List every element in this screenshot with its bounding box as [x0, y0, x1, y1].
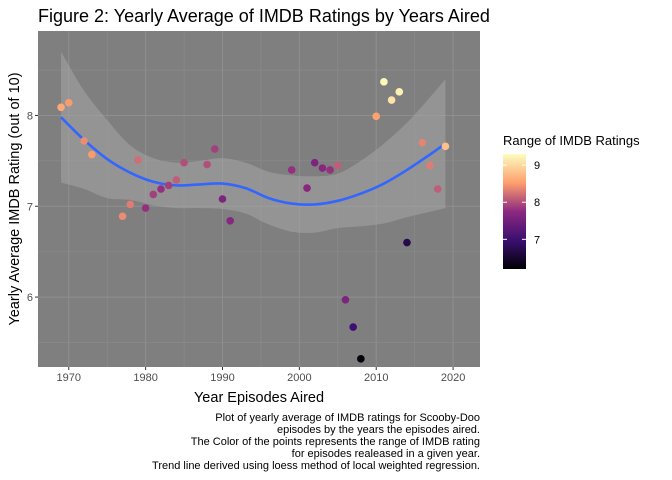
- data-point: [433, 185, 442, 193]
- trend-line-group: [60, 116, 447, 206]
- legend-tick-label: 9: [534, 160, 540, 172]
- data-point: [403, 238, 411, 247]
- data-point: [395, 88, 404, 96]
- legend-tick-label: 7: [534, 234, 540, 246]
- data-point: [287, 166, 296, 174]
- data-point: [149, 190, 158, 199]
- data-point: [226, 216, 234, 225]
- data-point: [118, 212, 127, 221]
- legend-title: Range of IMDB Ratings: [503, 133, 640, 148]
- data-point: [80, 137, 88, 145]
- caption-line: for episodes realeased in a given year.: [292, 448, 480, 460]
- x-tick-label: 2020: [441, 372, 465, 384]
- y-axis-ticks: 6 7 8: [27, 110, 38, 304]
- data-point: [372, 112, 381, 121]
- data-point: [57, 103, 65, 112]
- data-point: [418, 138, 427, 147]
- x-tick-label: 2000: [287, 372, 311, 384]
- x-tick-label: 1980: [133, 372, 157, 384]
- legend-tick-label: 8: [534, 197, 540, 209]
- y-tick-label: 6: [27, 292, 33, 304]
- data-point: [218, 195, 227, 203]
- chart-title: Figure 2: Yearly Average of IMDB Ratings…: [38, 6, 490, 26]
- data-point: [203, 160, 211, 169]
- data-point: [441, 142, 450, 151]
- caption-line: Trend line derived using loess method of…: [152, 460, 480, 472]
- data-point: [64, 98, 73, 107]
- caption: Plot of yearly average of IMDB ratings f…: [152, 412, 480, 472]
- data-point: [333, 161, 342, 170]
- y-axis-title: Yearly Average IMDB Rating (out of 10): [7, 72, 23, 325]
- data-point: [157, 185, 165, 193]
- caption-line: The Color of the points represents the r…: [191, 436, 480, 448]
- data-point: [134, 156, 142, 164]
- data-point: [88, 150, 96, 159]
- data-point: [426, 161, 434, 170]
- trend-line: [60, 116, 447, 206]
- data-point: [357, 355, 365, 363]
- data-point: [303, 184, 311, 192]
- x-tick-label: 2010: [364, 372, 388, 384]
- legend-ticks: 7 8 9: [503, 160, 540, 246]
- data-point: [341, 296, 350, 304]
- x-axis-ticks: 1970 1980 1990 2000 2010 2020: [57, 367, 465, 384]
- data-point: [310, 158, 319, 167]
- x-tick-label: 1990: [210, 372, 234, 384]
- y-tick-label: 7: [27, 201, 33, 213]
- data-point: [180, 158, 188, 167]
- data-point: [380, 78, 388, 86]
- caption-line: Plot of yearly average of IMDB ratings f…: [215, 412, 480, 424]
- data-point: [141, 204, 150, 212]
- data-point: [318, 164, 327, 172]
- x-tick-label: 1970: [57, 372, 81, 384]
- legend-colorbar: [503, 154, 526, 269]
- data-point: [126, 200, 135, 209]
- caption-line: episodes by the years the episodes aired…: [277, 424, 480, 436]
- confidence-band: [61, 51, 446, 233]
- data-point: [349, 323, 357, 331]
- confidence-band-group: [61, 51, 446, 233]
- data-point: [326, 166, 334, 174]
- data-point: [387, 96, 396, 104]
- y-tick-label: 8: [27, 110, 33, 122]
- data-point: [164, 181, 173, 190]
- x-axis-title: Year Episodes Aired: [194, 390, 324, 406]
- data-point: [172, 176, 181, 184]
- points-group: [57, 78, 450, 363]
- data-point: [211, 145, 219, 153]
